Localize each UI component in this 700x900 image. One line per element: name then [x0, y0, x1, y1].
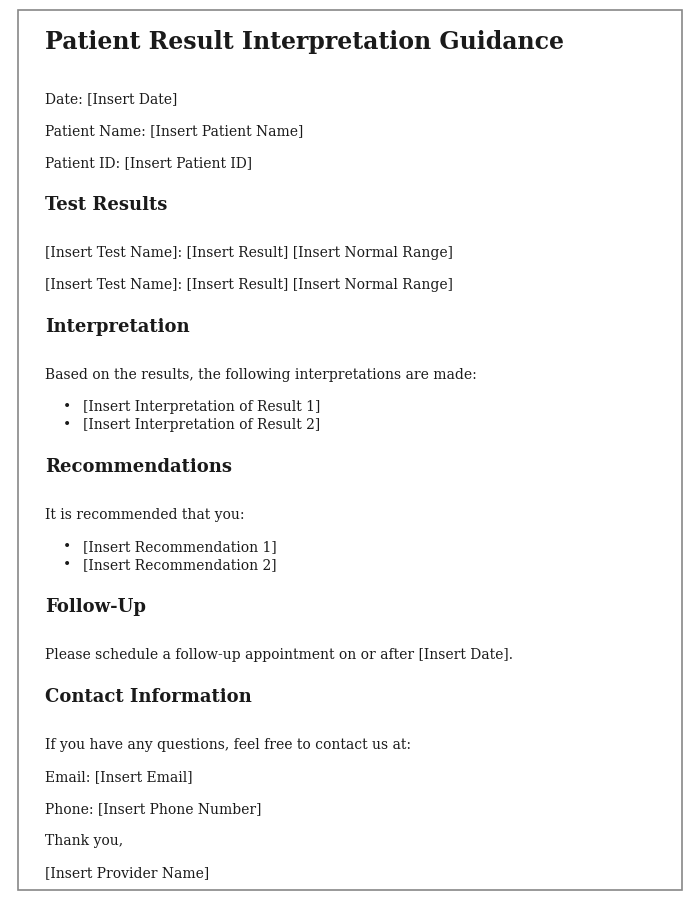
Text: Test Results: Test Results	[45, 196, 167, 214]
Text: [Insert Provider Name]: [Insert Provider Name]	[45, 866, 209, 880]
Text: Interpretation: Interpretation	[45, 318, 190, 336]
Text: Contact Information: Contact Information	[45, 688, 252, 706]
Text: •: •	[63, 558, 71, 572]
Text: Follow-Up: Follow-Up	[45, 598, 146, 616]
Text: Date: [Insert Date]: Date: [Insert Date]	[45, 92, 177, 106]
Text: If you have any questions, feel free to contact us at:: If you have any questions, feel free to …	[45, 738, 411, 752]
Text: Patient Result Interpretation Guidance: Patient Result Interpretation Guidance	[45, 30, 564, 54]
Text: Patient Name: [Insert Patient Name]: Patient Name: [Insert Patient Name]	[45, 124, 303, 138]
Text: [Insert Recommendation 2]: [Insert Recommendation 2]	[83, 558, 276, 572]
Text: •: •	[63, 418, 71, 432]
Text: It is recommended that you:: It is recommended that you:	[45, 508, 244, 522]
Text: Please schedule a follow-up appointment on or after [Insert Date].: Please schedule a follow-up appointment …	[45, 648, 513, 662]
FancyBboxPatch shape	[18, 10, 682, 890]
Text: Patient ID: [Insert Patient ID]: Patient ID: [Insert Patient ID]	[45, 156, 252, 170]
Text: •: •	[63, 540, 71, 554]
Text: Recommendations: Recommendations	[45, 458, 232, 476]
Text: Phone: [Insert Phone Number]: Phone: [Insert Phone Number]	[45, 802, 262, 816]
Text: •: •	[63, 400, 71, 414]
Text: Thank you,: Thank you,	[45, 834, 123, 848]
Text: Email: [Insert Email]: Email: [Insert Email]	[45, 770, 193, 784]
Text: [Insert Interpretation of Result 1]: [Insert Interpretation of Result 1]	[83, 400, 321, 414]
Text: [Insert Interpretation of Result 2]: [Insert Interpretation of Result 2]	[83, 418, 321, 432]
Text: Based on the results, the following interpretations are made:: Based on the results, the following inte…	[45, 368, 477, 382]
Text: [Insert Recommendation 1]: [Insert Recommendation 1]	[83, 540, 276, 554]
Text: [Insert Test Name]: [Insert Result] [Insert Normal Range]: [Insert Test Name]: [Insert Result] [Ins…	[45, 278, 453, 292]
Text: [Insert Test Name]: [Insert Result] [Insert Normal Range]: [Insert Test Name]: [Insert Result] [Ins…	[45, 246, 453, 260]
